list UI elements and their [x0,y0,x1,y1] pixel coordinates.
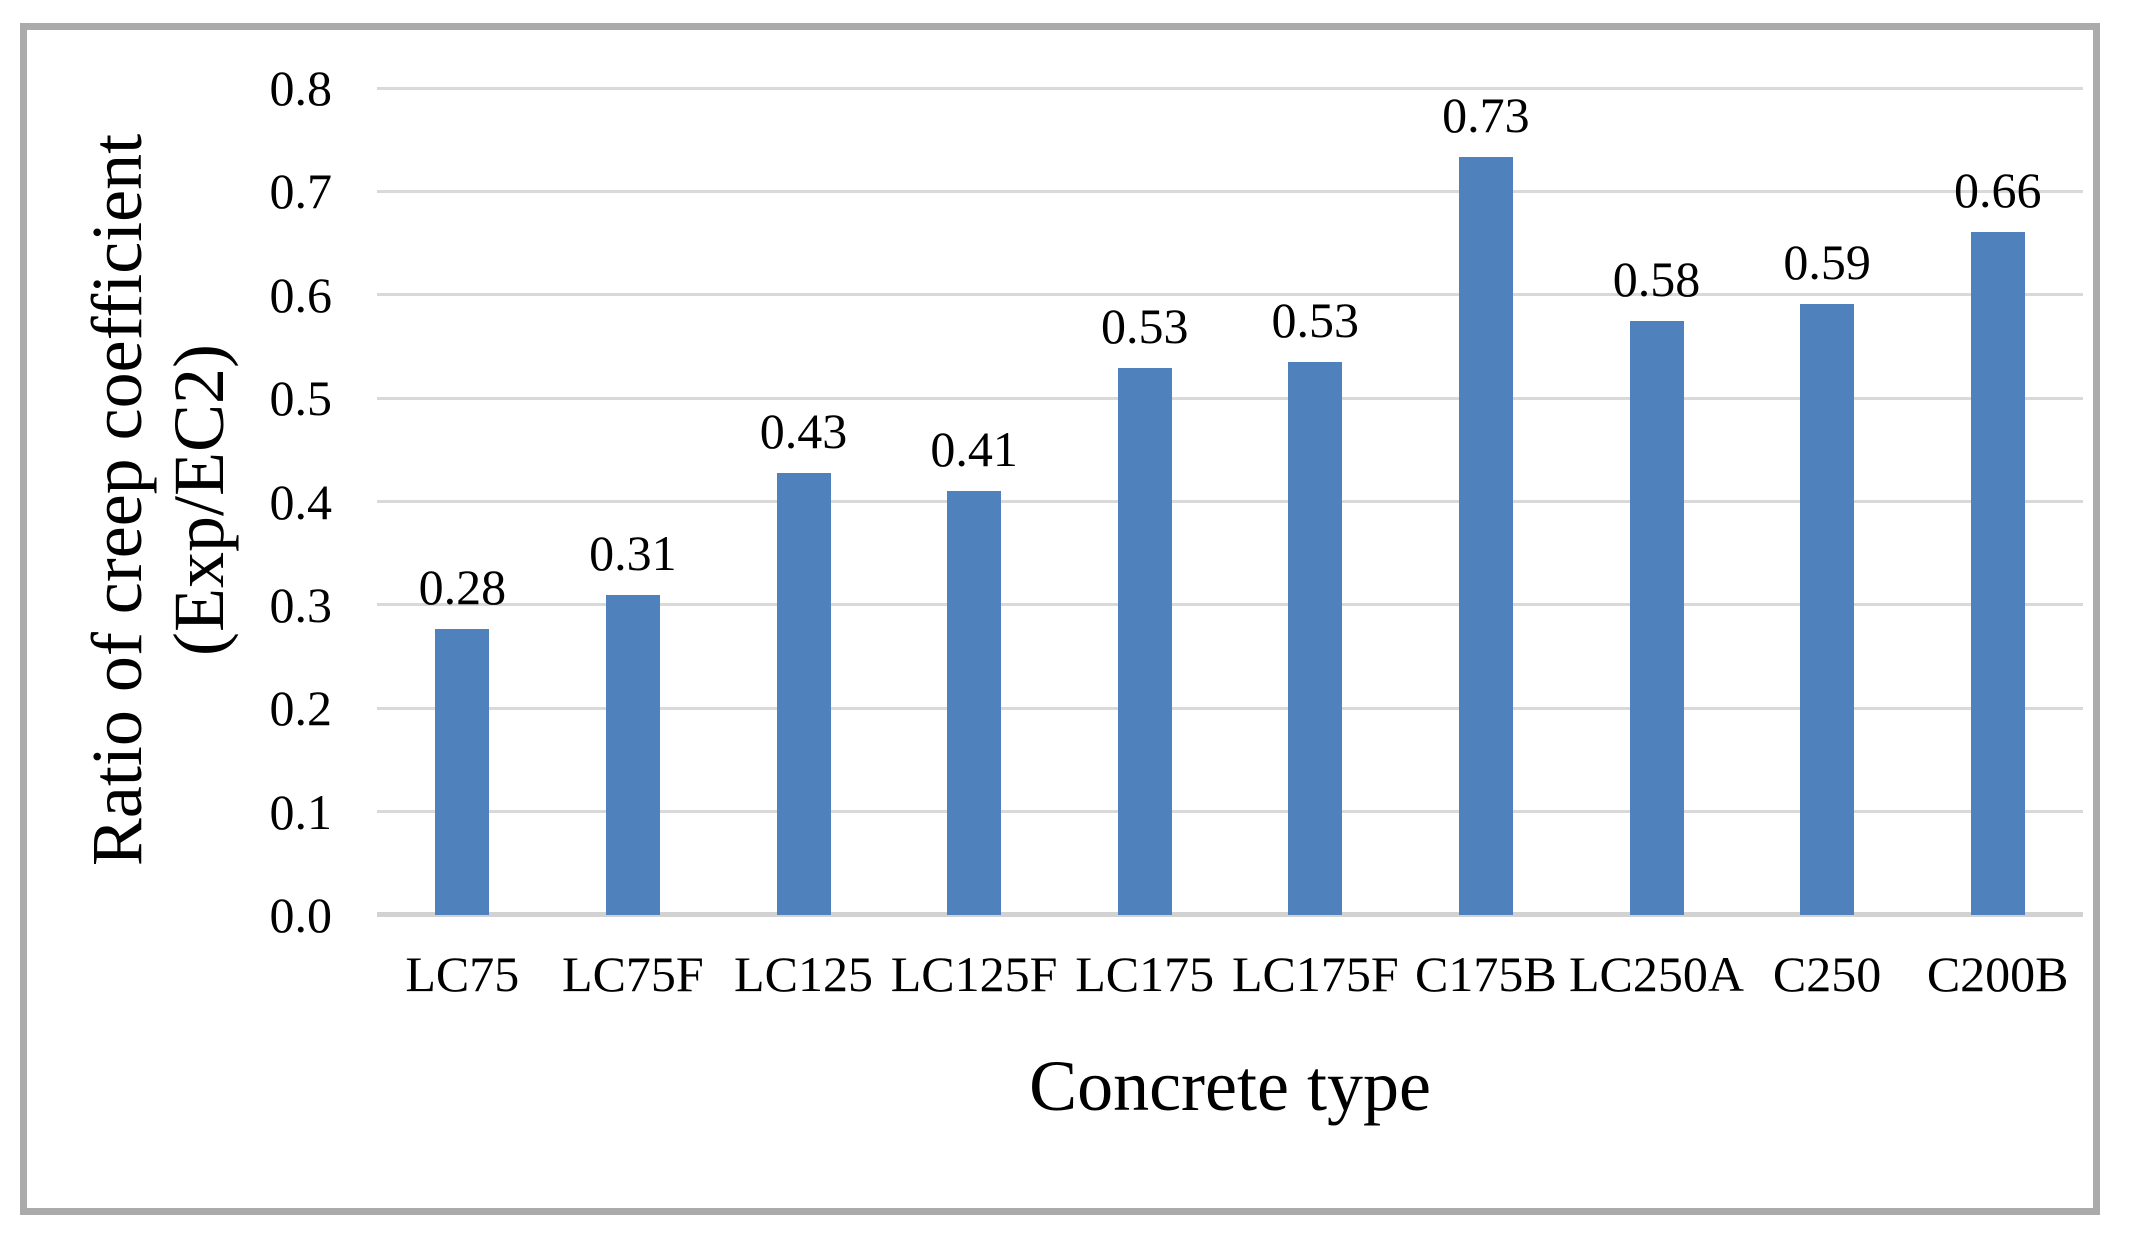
bar-value-label: 0.73 [1442,87,1530,144]
x-category-label: C250 [1772,946,1882,1002]
x-category-label: LC250A [1569,946,1744,1002]
gridline [377,706,2083,710]
y-tick-label: 0.6 [269,266,333,323]
bar [947,491,1002,915]
x-category-label: LC175 [1075,946,1215,1002]
bar-value-label: 0.53 [1271,291,1360,348]
y-tick-label: 0.4 [269,473,333,530]
y-tick-label: 0.7 [269,163,333,220]
chart-border-frame [20,23,2100,1215]
bar-value-label: 0.28 [418,558,507,615]
gridline [377,189,2083,193]
x-category-label: LC75 [405,946,520,1002]
x-category-label: LC125 [734,946,873,1002]
y-tick-label: 0.8 [269,60,333,116]
x-category-label: LC75F [562,946,704,1002]
bar-value-label: 0.31 [589,524,677,581]
y-tick-label: 0.3 [269,576,333,633]
y-tick-label: 0.5 [269,370,333,427]
y-tick-label: 0.1 [269,783,333,840]
bar [1629,320,1684,915]
bar-value-label: 0.66 [1953,161,2042,218]
gridline [377,810,2083,814]
plot-area: 0.28 0.31 0.43 0.41 0.53 0.53 0.73 0.58 0.59 0.66 [377,86,2083,917]
bar [1288,361,1343,915]
bar [1458,157,1513,915]
x-category-label: LC125F [890,946,1058,1002]
bar-value-label: 0.59 [1783,234,1871,291]
bar [605,594,660,915]
gridline [377,603,2083,607]
bar-value-label: 0.43 [759,402,848,459]
bar [1800,304,1855,915]
x-category-label: C200B [1926,946,2069,1002]
gridline [377,293,2083,297]
x-axis-baseline [377,912,2083,917]
bar [776,472,831,915]
gridline [377,396,2083,400]
bar-value-label: 0.41 [930,421,1018,478]
bar-value-label: 0.58 [1612,250,1701,307]
bar-value-label: 0.53 [1100,298,1189,355]
gridline [377,86,2083,90]
y-tick-label: 0.2 [269,680,333,737]
bar [435,628,490,915]
x-axis-title: Concrete type [1029,1046,1431,1126]
bar [1117,368,1172,915]
y-tick-label: 0.0 [269,887,333,943]
gridline [377,500,2083,503]
bar [1970,231,2025,915]
x-category-label: C175B [1415,946,1557,1002]
x-category-label: LC175F [1231,946,1399,1002]
